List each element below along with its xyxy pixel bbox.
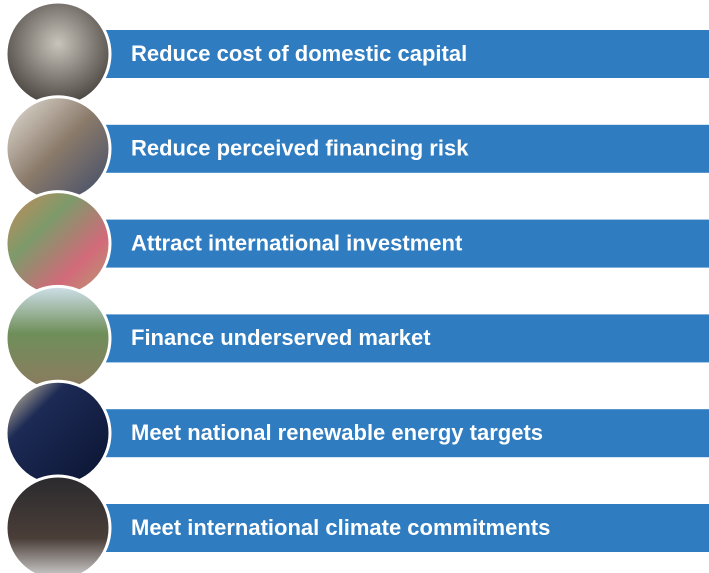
- item-label: Reduce perceived financing risk: [131, 136, 469, 161]
- item-photo: [6, 476, 110, 573]
- item-photo: [6, 2, 110, 106]
- page: {"items": [ {"label": "Reduce cost of do…: [0, 0, 709, 573]
- item-photo: [6, 286, 110, 390]
- item-label: Finance underserved market: [131, 325, 431, 350]
- diagram: Reduce cost of domestic capital Reduce pe…: [0, 0, 709, 573]
- item-photo: [6, 97, 110, 201]
- item-label: Meet national renewable energy targets: [131, 420, 543, 445]
- item-label: Reduce cost of domestic capital: [131, 41, 467, 66]
- item-label: Meet international climate commitments: [131, 515, 550, 540]
- item-photo: [6, 381, 110, 485]
- item-photo: [6, 192, 110, 296]
- item-label: Attract international investment: [131, 230, 463, 255]
